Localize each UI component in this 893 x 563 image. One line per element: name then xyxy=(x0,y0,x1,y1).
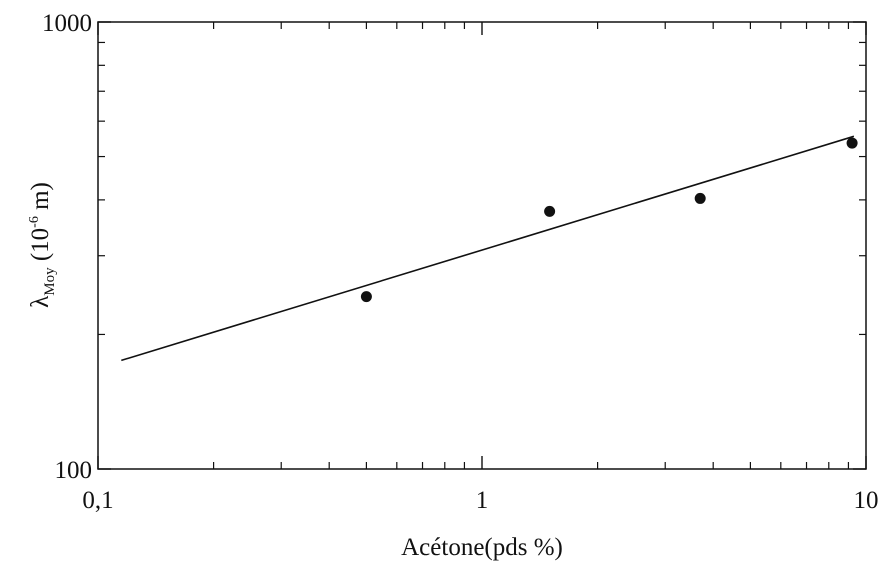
data-point xyxy=(360,291,372,303)
data-point xyxy=(544,205,556,217)
y-axis-unit-exponent: -6 xyxy=(27,216,42,228)
y-axis-subscript: Moy xyxy=(42,267,58,296)
plot-frame xyxy=(97,21,867,470)
x-tick-labels: 0,1 1 10 xyxy=(82,487,878,514)
data-point xyxy=(694,192,706,204)
y-tick-label-1: 1000 xyxy=(42,10,92,37)
y-axis-unit-open: (10 xyxy=(27,228,54,268)
y-axis-unit-close: m) xyxy=(27,182,54,216)
x-tick-label-2: 10 xyxy=(854,487,879,514)
plot-marks xyxy=(121,135,858,362)
y-tick-labels: 100 1000 xyxy=(42,10,92,484)
y-tick-label-0: 100 xyxy=(55,457,93,484)
data-point xyxy=(846,137,858,149)
y-axis-symbol: λ xyxy=(27,296,54,308)
x-tick-label-1: 1 xyxy=(476,487,489,514)
y-axis-title: λMoy (10-6 m) xyxy=(27,182,58,308)
x-axis-title: Acétone(pds %) xyxy=(401,534,563,561)
major-ticks xyxy=(97,21,867,470)
x-tick-label-0: 0,1 xyxy=(82,487,113,514)
minor-ticks xyxy=(98,22,866,469)
fit-line xyxy=(121,135,855,362)
